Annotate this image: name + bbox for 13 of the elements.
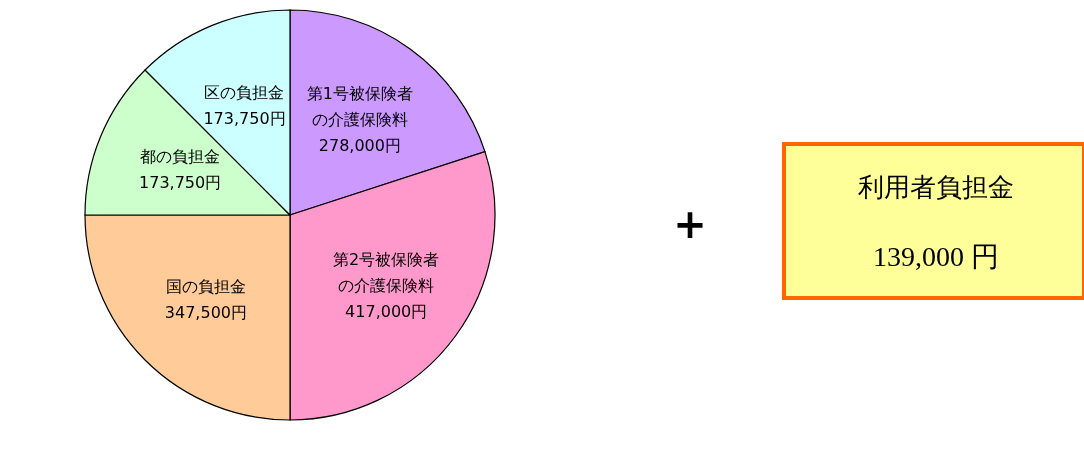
slice-label: 国の負担金 xyxy=(165,277,246,297)
text: 139,000 円 xyxy=(873,241,999,272)
data-label: 278,000円 xyxy=(318,135,401,155)
data-label: 173,750円 xyxy=(139,173,222,193)
data-label: 173,750円 xyxy=(203,109,286,129)
text: 利用者負担金 xyxy=(858,172,1014,202)
slice-label: 都の負担金 xyxy=(140,147,221,167)
data-label: 417,000円 xyxy=(345,301,428,321)
slice-label: 第2号被保険者の介護保険料 xyxy=(333,249,440,295)
slice-label: 第1号被保険者の介護保険料 xyxy=(306,83,413,129)
slice-label: 区の負担金 xyxy=(204,83,285,103)
text: + xyxy=(673,201,707,247)
data-label: 347,500円 xyxy=(164,303,248,323)
